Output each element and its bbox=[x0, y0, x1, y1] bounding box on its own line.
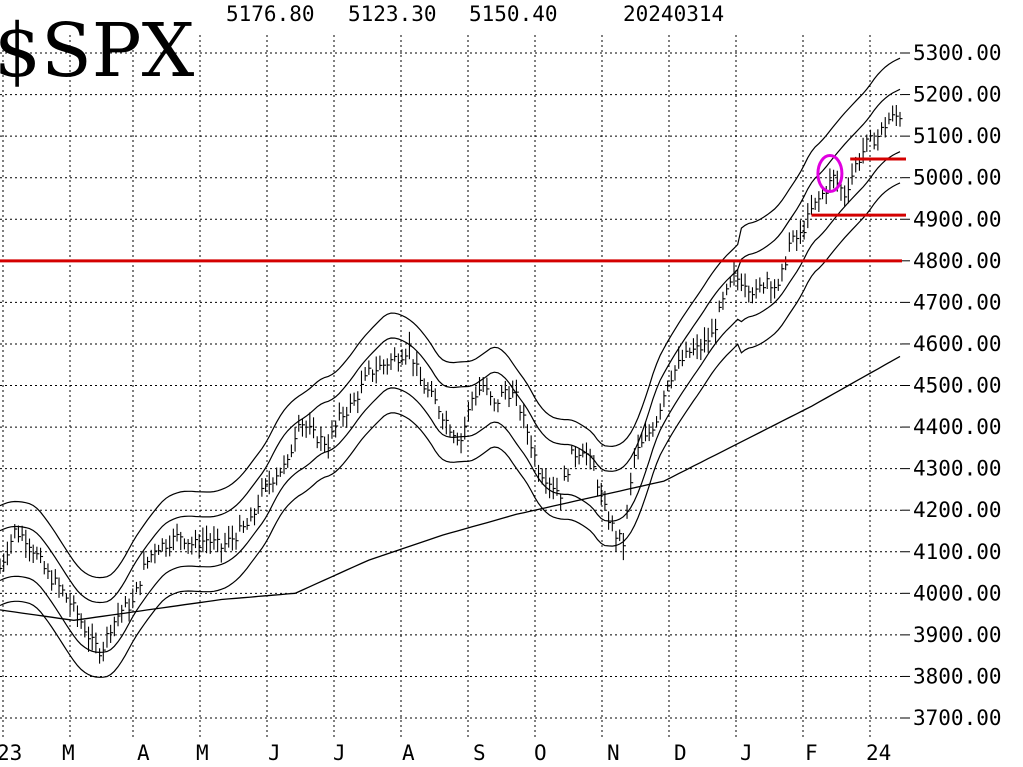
y-tick-label: 5300.00 bbox=[913, 41, 1002, 65]
x-tick-label: D bbox=[674, 741, 687, 765]
header-date: 20240314 bbox=[623, 2, 724, 26]
price-bars bbox=[0, 105, 903, 664]
x-tick-label: N bbox=[607, 741, 620, 765]
envelope-band-line bbox=[0, 151, 901, 654]
x-tick-label: M bbox=[196, 741, 209, 765]
header-low: 5123.30 bbox=[348, 2, 437, 26]
x-tick-label: 24 bbox=[866, 741, 891, 765]
x-tick-label: F bbox=[805, 741, 818, 765]
moving-average bbox=[0, 355, 901, 621]
y-axis: 5300.00 5200.00 5100.00 5000.00 4900.00 4800.… bbox=[902, 41, 1002, 730]
highlight-circle bbox=[816, 154, 844, 194]
x-axis: 23 M A M J J A S O N D J F 24 bbox=[0, 741, 891, 765]
x-tick-label: 23 bbox=[0, 741, 22, 765]
x-tick-label: O bbox=[534, 741, 547, 765]
envelope-bands bbox=[0, 57, 901, 678]
y-tick-label: 3900.00 bbox=[913, 623, 1002, 647]
header-close: 5150.40 bbox=[469, 2, 558, 26]
y-tick-label: 4100.00 bbox=[913, 540, 1002, 564]
x-tick-label: A bbox=[137, 741, 150, 765]
y-tick-label: 4200.00 bbox=[913, 498, 1002, 522]
y-tick-label: 4500.00 bbox=[913, 374, 1002, 398]
x-tick-label: M bbox=[62, 741, 75, 765]
x-tick-label: J bbox=[333, 741, 346, 765]
ticker-title: $SPX bbox=[0, 8, 195, 94]
x-tick-label: S bbox=[473, 741, 486, 765]
y-tick-label: 4400.00 bbox=[913, 415, 1002, 439]
y-tick-label: 4000.00 bbox=[913, 581, 1002, 605]
y-tick-label: 4900.00 bbox=[913, 207, 1002, 231]
annotations bbox=[0, 154, 906, 263]
envelope-band-line bbox=[0, 57, 901, 579]
header-high: 5176.80 bbox=[226, 2, 315, 26]
y-tick-label: 4600.00 bbox=[913, 332, 1002, 356]
x-tick-label: A bbox=[402, 741, 415, 765]
envelope-band-line bbox=[0, 182, 901, 678]
x-tick-label: J bbox=[268, 741, 281, 765]
y-tick-label: 3700.00 bbox=[913, 706, 1002, 730]
y-tick-label: 4800.00 bbox=[913, 249, 1002, 273]
y-tick-label: 5200.00 bbox=[913, 83, 1002, 107]
y-tick-label: 5100.00 bbox=[913, 124, 1002, 148]
y-tick-label: 3800.00 bbox=[913, 664, 1002, 688]
y-tick-label: 4700.00 bbox=[913, 290, 1002, 314]
y-tick-label: 5000.00 bbox=[913, 166, 1002, 190]
envelope-band-line bbox=[0, 88, 901, 604]
y-tick-label: 4300.00 bbox=[913, 457, 1002, 481]
moving-average-line bbox=[0, 355, 901, 621]
x-tick-label: J bbox=[740, 741, 753, 765]
